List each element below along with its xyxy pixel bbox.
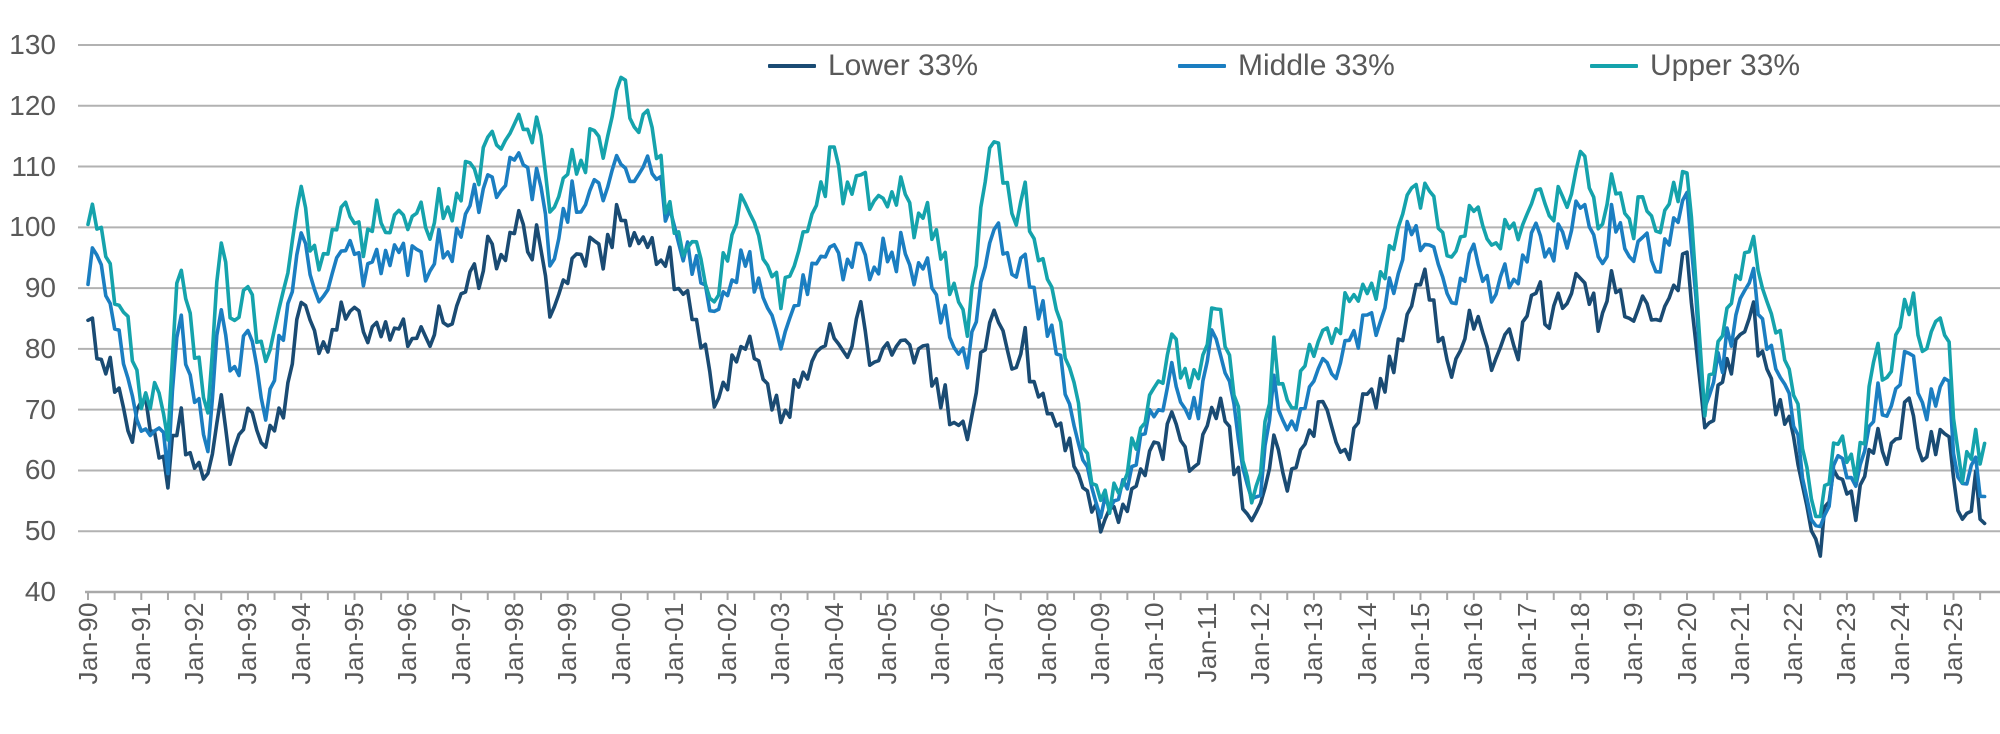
x-tick-label-Jan-01: Jan-01: [658, 602, 689, 685]
x-tick-label-Jan-97: Jan-97: [445, 602, 476, 685]
x-tick-label-Jan-11: Jan-11: [1191, 602, 1222, 683]
x-tick-label-Jan-02: Jan-02: [712, 602, 743, 685]
x-tick-label-wrap: Jan-96: [392, 602, 424, 698]
x-tick-label-wrap: Jan-99: [552, 602, 584, 698]
x-tick-label-Jan-06: Jan-06: [925, 602, 956, 685]
legend-label-upper-33: Upper 33%: [1650, 49, 1801, 82]
y-tick-label-40: 40: [24, 576, 56, 607]
chart-legend: Lower 33% Middle 33% Upper 33%: [0, 48, 2000, 88]
legend-label-middle-33: Middle 33%: [1238, 49, 1395, 82]
series-line-middle-33-: [86, 151, 1987, 529]
x-tick-label-Jan-19: Jan-19: [1618, 602, 1649, 685]
y-tick-label-120: 120: [9, 89, 56, 121]
y-tick-label-100: 100: [9, 211, 56, 243]
x-tick-label-wrap: Jan-94: [285, 602, 317, 698]
x-tick-label-Jan-98: Jan-98: [498, 602, 529, 685]
x-tick-label-wrap: Jan-19: [1618, 602, 1650, 698]
series-line-lower-33-: [86, 202, 1987, 558]
x-tick-label-wrap: Jan-97: [445, 602, 477, 698]
x-tick-label-Jan-14: Jan-14: [1351, 602, 1382, 685]
x-tick-label-wrap: Jan-20: [1671, 602, 1703, 698]
x-tick-label-Jan-08: Jan-08: [1031, 602, 1062, 685]
y-tick-label-60: 60: [24, 454, 56, 486]
x-tick-label-wrap: Jan-00: [605, 602, 637, 698]
x-tick-label-wrap: Jan-14: [1351, 602, 1383, 698]
y-tick-label-110: 110: [11, 150, 56, 182]
x-tick-label-wrap: Jan-08: [1031, 602, 1063, 698]
x-tick-label-Jan-99: Jan-99: [552, 602, 583, 685]
x-tick-label-wrap: Jan-18: [1564, 602, 1596, 698]
x-tick-label-wrap: Jan-09: [1085, 602, 1117, 698]
y-tick-label-80: 80: [24, 332, 56, 364]
x-tick-label-wrap: Jan-98: [498, 602, 530, 698]
x-tick-label-wrap: Jan-12: [1245, 602, 1277, 698]
x-tick-label-Jan-25: Jan-25: [1938, 602, 1968, 685]
x-tick-label-Jan-95: Jan-95: [339, 602, 369, 685]
x-tick-label-Jan-18: Jan-18: [1564, 602, 1595, 685]
x-tick-label-Jan-10: Jan-10: [1138, 602, 1169, 685]
x-tick-label-Jan-96: Jan-96: [392, 602, 423, 685]
x-tick-label-Jan-20: Jan-20: [1671, 602, 1702, 685]
x-tick-label-wrap: Jan-05: [872, 602, 904, 698]
x-tick-label-Jan-09: Jan-09: [1085, 602, 1116, 685]
x-tick-label-wrap: Jan-95: [339, 602, 371, 698]
x-tick-label-Jan-92: Jan-92: [179, 602, 210, 685]
legend-swatch-middle-33-icon: [1178, 64, 1226, 68]
x-tick-label-wrap: Jan-04: [818, 602, 850, 698]
gridlines: [78, 44, 2000, 533]
x-tick-label-wrap: Jan-91: [125, 602, 157, 698]
x-tick-label-Jan-94: Jan-94: [285, 602, 316, 685]
x-tick-label-wrap: Jan-93: [232, 602, 264, 698]
x-tick-label-wrap: Jan-24: [1884, 602, 1916, 698]
legend-swatch-lower-33-icon: [768, 64, 816, 68]
x-axis: [85, 590, 2000, 600]
y-tick-label-90: 90: [24, 272, 56, 304]
legend-item-lower-33: Lower 33%: [768, 48, 978, 84]
x-tick-label-Jan-91: Jan-91: [125, 602, 156, 685]
x-tick-label-wrap: Jan-10: [1138, 602, 1170, 698]
x-tick-label-wrap: Jan-07: [978, 602, 1010, 698]
x-tick-label-Jan-12: Jan-12: [1245, 602, 1276, 685]
legend-item-upper-33: Upper 33%: [1590, 48, 1800, 84]
x-tick-label-Jan-05: Jan-05: [872, 602, 902, 685]
x-tick-label-Jan-07: Jan-07: [978, 602, 1009, 685]
x-tick-label-Jan-16: Jan-16: [1458, 602, 1489, 685]
x-tick-label-Jan-00: Jan-00: [605, 602, 636, 685]
x-tick-label-Jan-93: Jan-93: [232, 602, 263, 685]
x-tick-label-wrap: Jan-06: [925, 602, 957, 698]
x-tick-label-wrap: Jan-22: [1778, 602, 1810, 698]
x-tick-label-wrap: Jan-02: [712, 602, 744, 698]
x-tick-label-wrap: Jan-11: [1191, 602, 1223, 698]
x-tick-label-wrap: Jan-03: [765, 602, 797, 698]
x-tick-label-Jan-17: Jan-17: [1511, 602, 1542, 685]
legend-swatch-upper-33-icon: [1590, 64, 1638, 68]
x-tick-label-Jan-90: Jan-90: [72, 602, 103, 685]
x-tick-label-Jan-24: Jan-24: [1884, 602, 1915, 685]
x-tick-label-Jan-03: Jan-03: [765, 602, 796, 685]
y-tick-label-130: 130: [9, 29, 56, 60]
x-tick-label-wrap: Jan-15: [1405, 602, 1437, 698]
x-tick-label-wrap: Jan-23: [1831, 602, 1863, 698]
x-tick-label-Jan-04: Jan-04: [818, 602, 849, 685]
series-line-upper-33-: [86, 75, 1987, 519]
y-tick-label-50: 50: [24, 515, 56, 547]
x-tick-label-wrap: Jan-16: [1458, 602, 1490, 698]
x-tick-label-Jan-22: Jan-22: [1778, 602, 1809, 685]
x-tick-label-wrap: Jan-90: [72, 602, 104, 698]
legend-item-middle-33: Middle 33%: [1178, 48, 1395, 84]
x-tick-label-Jan-21: Jan-21: [1724, 602, 1755, 685]
x-tick-label-wrap: Jan-25: [1938, 602, 1970, 698]
x-tick-label-wrap: Jan-92: [179, 602, 211, 698]
x-tick-label-wrap: Jan-17: [1511, 602, 1543, 698]
legend-label-lower-33: Lower 33%: [828, 49, 979, 82]
x-tick-label-wrap: Jan-21: [1724, 602, 1756, 698]
x-tick-label-wrap: Jan-01: [658, 602, 690, 698]
x-tick-label-Jan-15: Jan-15: [1405, 602, 1435, 685]
x-tick-label-Jan-13: Jan-13: [1298, 602, 1329, 685]
y-tick-label-70: 70: [24, 393, 56, 425]
x-tick-label-wrap: Jan-13: [1298, 602, 1330, 698]
x-tick-label-Jan-23: Jan-23: [1831, 602, 1862, 685]
